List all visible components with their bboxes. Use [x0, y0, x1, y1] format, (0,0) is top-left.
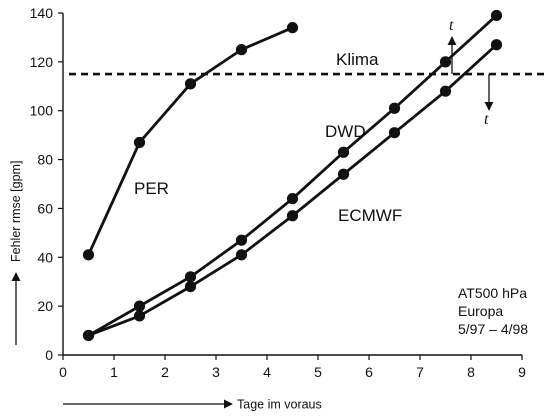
- x-tick-label: 5: [314, 364, 322, 380]
- dwd-crossing-t: t: [449, 17, 454, 34]
- y-axis-title-group: Fehler rmse [gpm]: [9, 161, 23, 345]
- ecmwf-data-point: [235, 249, 248, 261]
- annotation-line-2: Europa: [458, 303, 503, 319]
- dwd-data-point: [184, 271, 197, 283]
- x-tick-label: 9: [518, 364, 526, 380]
- x-tick-label: 6: [365, 364, 373, 380]
- ecmwf-data-point: [286, 210, 299, 222]
- annotation-line-3: 5/97 – 4/98: [458, 321, 528, 337]
- x-tick-label: 7: [416, 364, 424, 380]
- per-label: PER: [134, 179, 169, 198]
- per-line: [87, 26, 294, 256]
- x-tick-label: 4: [263, 364, 271, 380]
- ecmwf-data-point: [439, 85, 452, 97]
- ecmwf-label: ECMWF: [338, 206, 402, 225]
- per-data-point: [184, 78, 197, 90]
- y-tick-label: 120: [30, 54, 54, 70]
- crossing-markers: t t: [447, 17, 494, 128]
- y-tick-label: 60: [37, 200, 53, 216]
- x-tick-label: 0: [59, 364, 67, 380]
- dwd-data-point: [337, 146, 350, 158]
- y-tick-label: 100: [30, 103, 54, 119]
- y-axis-title: Fehler rmse [gpm]: [9, 161, 23, 262]
- klima-label: Klima: [336, 50, 379, 69]
- dwd-label: DWD: [325, 122, 366, 141]
- y-ticks: 0 20 40 60 80 100 120 140: [30, 5, 63, 363]
- ecmwf-data-point: [388, 127, 401, 139]
- x-tick-label: 2: [161, 364, 169, 380]
- annotation-line-1: AT500 hPa: [458, 285, 527, 301]
- x-axis-title: Tage im voraus: [237, 398, 322, 412]
- y-tick-label: 20: [37, 298, 53, 314]
- dwd-data-point: [133, 300, 146, 312]
- ecmwf-crossing-t: t: [484, 111, 489, 128]
- per-series: PER: [82, 22, 299, 261]
- dwd-data-point: [286, 193, 299, 205]
- ecmwf-data-point: [337, 168, 350, 180]
- dwd-line: [87, 14, 498, 337]
- ecmwf-data-point: [184, 281, 197, 293]
- y-tick-label: 140: [30, 5, 54, 21]
- y-tick-label: 80: [37, 152, 53, 168]
- x-ticks: 0 1 2 3 4 5 6 7 8 9: [59, 355, 526, 380]
- y-tick-label: 40: [37, 249, 53, 265]
- ecmwf-series: ECMWF: [82, 39, 503, 342]
- info-annotation: AT500 hPa Europa 5/97 – 4/98: [458, 285, 528, 337]
- axes: [62, 13, 522, 356]
- per-data-point: [82, 249, 95, 261]
- per-data-point: [286, 22, 299, 34]
- ecmwf-data-point: [490, 39, 503, 51]
- ecmwf-data-point: [82, 329, 95, 342]
- dwd-data-point: [388, 102, 401, 114]
- x-axis-title-group: Tage im voraus: [63, 398, 322, 412]
- x-tick-label: 8: [467, 364, 475, 380]
- dwd-data-point: [235, 234, 248, 246]
- dwd-data-point: [439, 56, 452, 68]
- dwd-data-point: [490, 9, 503, 22]
- reference-line-group: Klima: [69, 50, 548, 76]
- series-group: PER DWD ECMWF: [82, 9, 503, 342]
- y-tick-label: 0: [45, 347, 53, 363]
- x-tick-label: 1: [110, 364, 118, 380]
- x-tick-label: 3: [212, 364, 220, 380]
- ecmwf-data-point: [133, 310, 146, 322]
- per-data-point: [235, 44, 248, 56]
- per-data-point: [133, 136, 146, 149]
- dwd-series: DWD: [82, 9, 503, 342]
